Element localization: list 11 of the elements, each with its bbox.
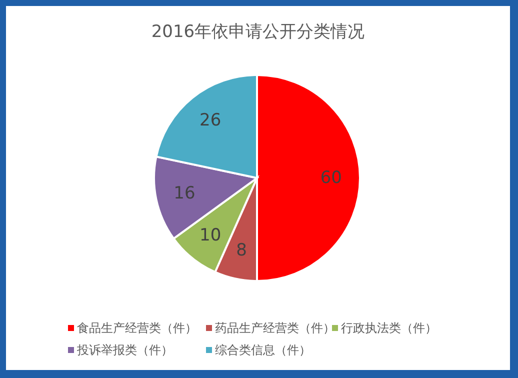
legend-label: 食品生产经营类（件）: [77, 321, 197, 335]
data-label: 8: [236, 240, 247, 261]
data-label: 10: [200, 226, 222, 246]
chart-title: 2016年依申请公开分类情况: [151, 22, 365, 42]
legend-label: 药品生产经营类（件）: [215, 321, 335, 335]
legend-label: 投诉举报类（件）: [76, 343, 173, 357]
data-label: 26: [200, 110, 222, 130]
data-label: 60: [320, 168, 342, 188]
legend-label: 行政执法类（件）: [341, 321, 437, 335]
legend-label: 综合类信息（件）: [215, 343, 311, 357]
data-label: 16: [174, 183, 196, 204]
